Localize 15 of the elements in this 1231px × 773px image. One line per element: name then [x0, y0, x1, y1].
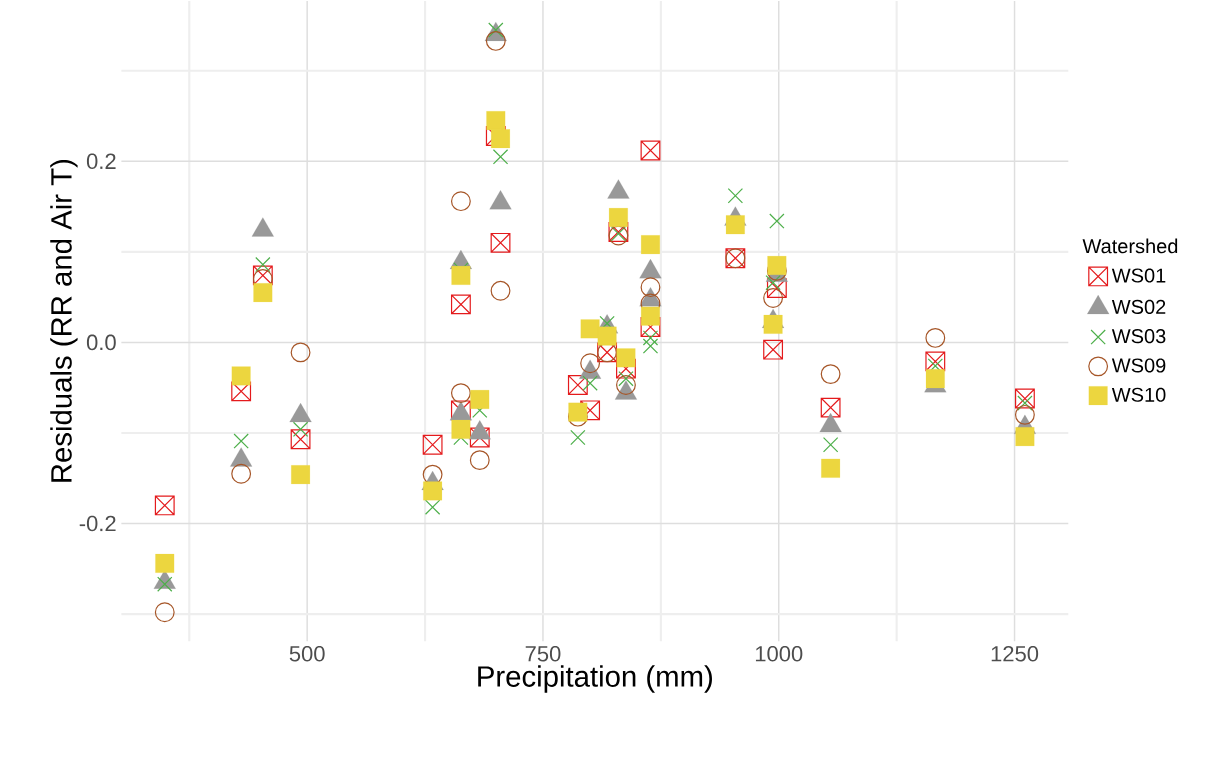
x-axis-title: Precipitation (mm)	[478, 665, 712, 693]
legend-title: Watershed	[1082, 238, 1178, 254]
x-tick-label: 1250	[991, 645, 1039, 662]
legend-label: WS01	[1111, 268, 1166, 283]
legend-label: WS10	[1111, 387, 1166, 402]
legend-label: WS09	[1111, 358, 1166, 373]
y-axis-title: Residuals (RR and Air T)	[50, 159, 78, 482]
x-tick-label: 750	[525, 645, 561, 662]
x-tick-label: 1000	[755, 645, 803, 662]
y-tick-label: -0.2	[79, 515, 116, 532]
y-tick-label: 0.0	[86, 334, 116, 351]
legend-label: WS03	[1111, 328, 1166, 344]
legend-label: WS02	[1111, 299, 1166, 314]
x-tick-label: 500	[289, 645, 325, 662]
y-tick-label: 0.2	[86, 153, 116, 169]
